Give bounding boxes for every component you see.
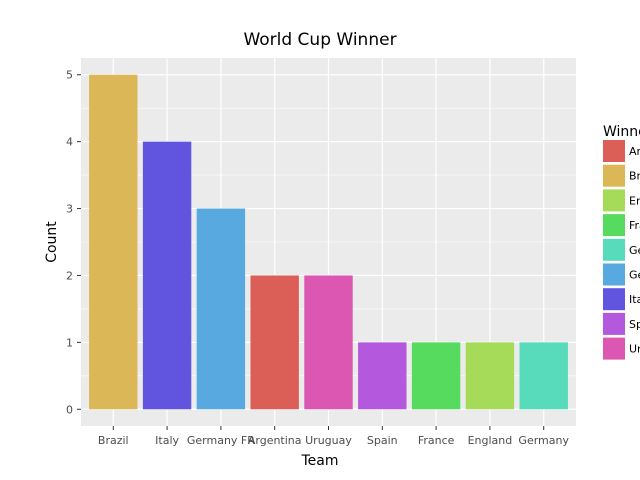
bar: [411, 342, 461, 410]
y-tick-label: 2: [66, 269, 73, 282]
bar: [358, 342, 407, 410]
legend-label: Spain: [629, 318, 640, 331]
legend-swatch: [603, 189, 625, 212]
y-tick-label: 3: [66, 203, 73, 216]
x-tick-label: Brazil: [98, 434, 129, 447]
y-tick-label: 4: [66, 136, 73, 149]
bars: [89, 74, 568, 410]
x-tick-label: Argentina: [248, 434, 302, 447]
legend-label: England: [629, 194, 640, 207]
y-axis-ticks: 0 1 2 3 4 5: [66, 69, 81, 416]
x-tick-label: Uruguay: [305, 434, 352, 447]
x-axis-title: Team: [300, 453, 338, 469]
bar: [196, 208, 246, 410]
bar: [465, 342, 515, 410]
bar: [304, 275, 353, 410]
legend-swatch: [603, 263, 625, 286]
x-tick-label: Germany: [518, 434, 569, 447]
y-axis-title: Count: [44, 221, 60, 263]
x-tick-label: Spain: [367, 434, 398, 447]
bar: [89, 74, 138, 410]
legend: Winner Argentina Brazil England France Germa…: [603, 124, 640, 360]
bar: [142, 141, 192, 410]
y-tick-label: 1: [66, 336, 73, 349]
legend-label: Germany FR: [629, 269, 640, 282]
legend-label: France: [629, 219, 640, 232]
legend-title: Winner: [603, 124, 640, 140]
legend-swatch: [603, 214, 625, 237]
legend-swatch: [603, 312, 625, 335]
y-tick-label: 5: [66, 69, 73, 82]
chart-title: World Cup Winner: [243, 30, 396, 50]
bar: [519, 342, 568, 410]
legend-label: Italy: [629, 293, 640, 306]
legend-swatch: [603, 337, 625, 360]
legend-swatch: [603, 288, 625, 311]
legend-swatch: [603, 140, 625, 162]
legend-label: Uruguay: [629, 343, 640, 356]
legend-label: Germany: [629, 244, 640, 257]
x-tick-label: England: [468, 434, 513, 447]
legend-swatch: [603, 164, 625, 187]
x-tick-label: Italy: [155, 434, 179, 447]
bar: [250, 275, 299, 410]
x-tick-label: France: [418, 434, 455, 447]
x-tick-label: Germany FR: [187, 434, 255, 447]
legend-swatch: [603, 238, 625, 261]
legend-label: Brazil: [629, 170, 640, 183]
legend-label: Argentina: [629, 145, 640, 158]
y-tick-label: 0: [66, 403, 73, 416]
